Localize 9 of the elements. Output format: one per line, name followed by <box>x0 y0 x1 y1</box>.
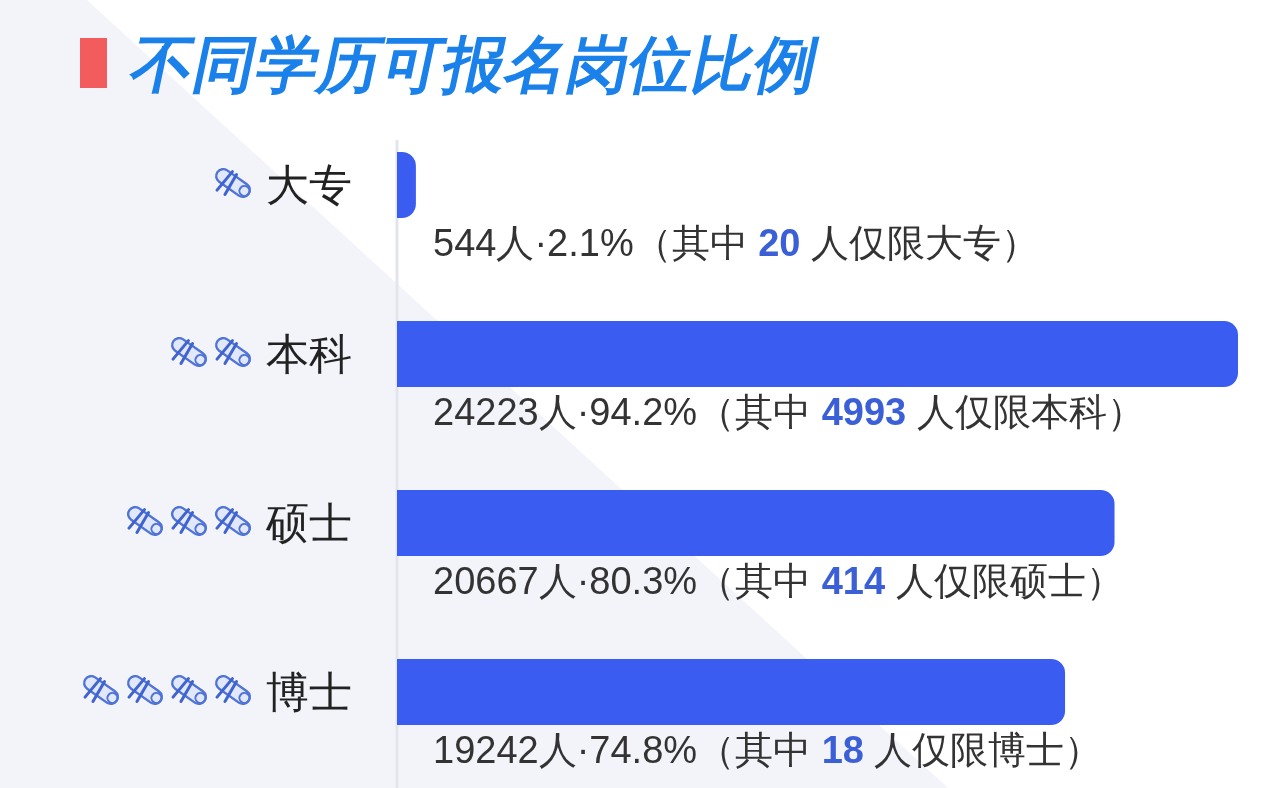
category-label: 大专 <box>266 161 352 209</box>
value-label: 20667人·80.3%（其中 414 人仅限硕士） <box>433 560 1124 602</box>
title: 不同学历可报名岗位比例 <box>125 29 826 99</box>
category-label: 本科 <box>266 330 352 378</box>
category-label: 博士 <box>266 668 352 716</box>
value-label: 24223人·94.2%（其中 4993 人仅限本科） <box>433 391 1145 433</box>
value-label: 19242人·74.8%（其中 18 人仅限博士） <box>433 729 1103 771</box>
category-label: 硕士 <box>266 499 352 547</box>
value-label: 544人·2.1%（其中 20 人仅限大专） <box>433 222 1040 264</box>
